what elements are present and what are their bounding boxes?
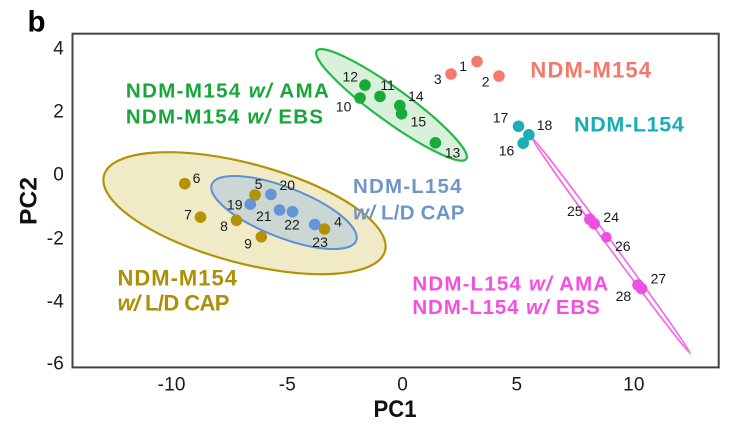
svg-text:4: 4 [53, 39, 64, 60]
svg-text:2: 2 [482, 74, 490, 90]
svg-text:25: 25 [567, 203, 583, 219]
svg-text:12: 12 [343, 68, 359, 84]
svg-text:11: 11 [380, 77, 395, 93]
svg-text:23: 23 [312, 234, 328, 250]
svg-text:22: 22 [284, 216, 300, 232]
svg-text:NDM-M154: NDM-M154 [118, 266, 238, 291]
svg-text:5: 5 [512, 375, 523, 396]
svg-text:26: 26 [615, 238, 631, 254]
svg-text:9: 9 [244, 235, 252, 251]
svg-text:-5: -5 [279, 375, 296, 396]
svg-text:b: b [28, 6, 46, 39]
svg-text:NDM-L154 w/ EBS: NDM-L154 w/ EBS [412, 296, 600, 319]
svg-text:NDM-M154 w/ AMA: NDM-M154 w/ AMA [126, 80, 330, 103]
svg-text:19: 19 [227, 197, 243, 213]
svg-text:24: 24 [603, 209, 619, 225]
svg-text:18: 18 [537, 117, 553, 133]
svg-text:2: 2 [53, 102, 64, 123]
svg-text:6: 6 [193, 170, 201, 186]
svg-text:13: 13 [445, 145, 461, 161]
svg-text:15: 15 [411, 114, 427, 130]
svg-text:10: 10 [336, 98, 352, 114]
svg-text:0: 0 [53, 164, 64, 185]
svg-text:14: 14 [408, 88, 424, 104]
svg-text:PC1: PC1 [374, 396, 417, 423]
svg-text:17: 17 [493, 109, 509, 125]
svg-text:16: 16 [499, 142, 515, 158]
svg-text:0: 0 [397, 375, 408, 396]
svg-text:3: 3 [434, 71, 442, 87]
svg-text:w/ L/D CAP: w/ L/D CAP [353, 202, 465, 225]
svg-text:NDM-L154: NDM-L154 [353, 175, 463, 198]
svg-text:NDM-M154 w/ EBS: NDM-M154 w/ EBS [126, 106, 324, 129]
svg-text:7: 7 [184, 206, 192, 222]
svg-text:28: 28 [616, 288, 632, 304]
svg-text:10: 10 [623, 375, 645, 396]
svg-text:8: 8 [220, 218, 228, 234]
svg-text:NDM-L154 w/ AMA: NDM-L154 w/ AMA [412, 273, 609, 296]
svg-text:-4: -4 [47, 291, 65, 312]
svg-text:27: 27 [651, 270, 667, 286]
svg-text:-2: -2 [47, 229, 64, 250]
svg-text:21: 21 [256, 208, 272, 224]
svg-text:5: 5 [255, 176, 263, 192]
svg-text:20: 20 [280, 177, 296, 193]
svg-text:w/ L/D CAP: w/ L/D CAP [118, 291, 229, 316]
svg-text:-10: -10 [158, 375, 186, 396]
svg-text:1: 1 [459, 58, 467, 74]
svg-text:NDM-L154: NDM-L154 [574, 113, 685, 137]
svg-text:NDM-M154: NDM-M154 [530, 58, 652, 83]
svg-text:-6: -6 [47, 354, 64, 375]
svg-text:PC2: PC2 [16, 177, 43, 225]
svg-text:4: 4 [334, 213, 342, 229]
